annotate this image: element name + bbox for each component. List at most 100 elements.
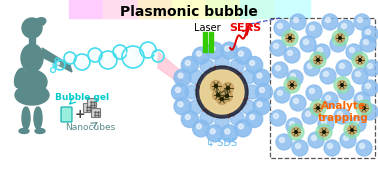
Circle shape	[215, 115, 229, 129]
Circle shape	[246, 56, 263, 74]
Circle shape	[276, 66, 280, 70]
Circle shape	[305, 112, 310, 116]
Circle shape	[55, 60, 65, 70]
Circle shape	[333, 40, 339, 44]
Circle shape	[296, 143, 301, 149]
Circle shape	[362, 80, 378, 96]
Circle shape	[293, 99, 299, 103]
Bar	[275, 0, 310, 18]
Circle shape	[178, 73, 183, 78]
Circle shape	[172, 83, 189, 101]
Polygon shape	[42, 48, 72, 72]
Circle shape	[339, 64, 344, 68]
Circle shape	[215, 55, 229, 69]
Circle shape	[362, 104, 378, 120]
Circle shape	[323, 131, 325, 133]
Circle shape	[277, 23, 282, 29]
Circle shape	[214, 84, 217, 88]
Circle shape	[346, 44, 362, 60]
Circle shape	[336, 60, 352, 76]
Circle shape	[175, 88, 181, 92]
Circle shape	[289, 37, 291, 39]
Circle shape	[359, 103, 369, 113]
Circle shape	[308, 132, 324, 148]
Circle shape	[253, 69, 270, 86]
Bar	[172, 0, 207, 18]
Circle shape	[291, 127, 301, 137]
Circle shape	[350, 116, 366, 132]
Circle shape	[290, 122, 294, 127]
Circle shape	[192, 120, 209, 137]
Circle shape	[354, 14, 370, 30]
Circle shape	[324, 140, 340, 156]
Circle shape	[144, 46, 147, 49]
Ellipse shape	[15, 85, 49, 105]
Circle shape	[78, 58, 81, 61]
Circle shape	[241, 70, 255, 84]
Circle shape	[310, 52, 326, 68]
FancyBboxPatch shape	[270, 18, 375, 158]
Circle shape	[239, 51, 243, 56]
Circle shape	[334, 77, 350, 93]
Circle shape	[260, 88, 265, 92]
Circle shape	[220, 98, 223, 101]
Circle shape	[116, 48, 119, 51]
Ellipse shape	[34, 18, 46, 26]
Circle shape	[250, 61, 255, 66]
Circle shape	[339, 37, 341, 39]
Circle shape	[282, 30, 298, 46]
Circle shape	[99, 51, 117, 69]
Circle shape	[292, 140, 308, 156]
Circle shape	[221, 125, 238, 142]
Circle shape	[354, 92, 370, 108]
Circle shape	[313, 103, 322, 113]
Circle shape	[270, 40, 286, 56]
Circle shape	[197, 51, 201, 56]
Circle shape	[185, 61, 191, 66]
Circle shape	[287, 70, 303, 86]
Circle shape	[310, 26, 314, 30]
Circle shape	[206, 42, 223, 59]
Circle shape	[341, 23, 347, 29]
Circle shape	[230, 59, 244, 73]
Circle shape	[225, 129, 230, 134]
Circle shape	[91, 51, 94, 54]
Circle shape	[344, 122, 360, 138]
Circle shape	[272, 62, 288, 78]
Circle shape	[295, 131, 297, 133]
Circle shape	[313, 55, 322, 65]
Circle shape	[310, 89, 314, 93]
Circle shape	[293, 18, 299, 22]
Circle shape	[364, 40, 369, 44]
Circle shape	[189, 100, 203, 114]
Circle shape	[174, 69, 191, 86]
Circle shape	[327, 143, 333, 149]
Bar	[69, 0, 104, 18]
Circle shape	[189, 70, 203, 84]
Circle shape	[253, 98, 270, 115]
Circle shape	[122, 46, 144, 68]
Circle shape	[64, 52, 76, 64]
Circle shape	[353, 119, 358, 125]
Circle shape	[67, 55, 70, 57]
Bar	[138, 0, 173, 18]
Text: Bubble gel: Bubble gel	[55, 92, 109, 102]
Circle shape	[324, 71, 328, 77]
Circle shape	[332, 30, 348, 46]
Circle shape	[306, 85, 322, 101]
Circle shape	[212, 90, 223, 101]
Circle shape	[330, 36, 346, 52]
Circle shape	[225, 46, 230, 51]
Circle shape	[358, 18, 363, 22]
Ellipse shape	[34, 107, 42, 129]
Circle shape	[88, 48, 102, 62]
Circle shape	[322, 14, 338, 30]
Circle shape	[366, 83, 370, 89]
Circle shape	[200, 111, 214, 125]
Circle shape	[230, 111, 244, 125]
Circle shape	[347, 126, 356, 135]
Circle shape	[290, 95, 306, 111]
Ellipse shape	[21, 44, 43, 72]
Circle shape	[192, 47, 209, 64]
Text: Nanocubes: Nanocubes	[65, 124, 115, 132]
